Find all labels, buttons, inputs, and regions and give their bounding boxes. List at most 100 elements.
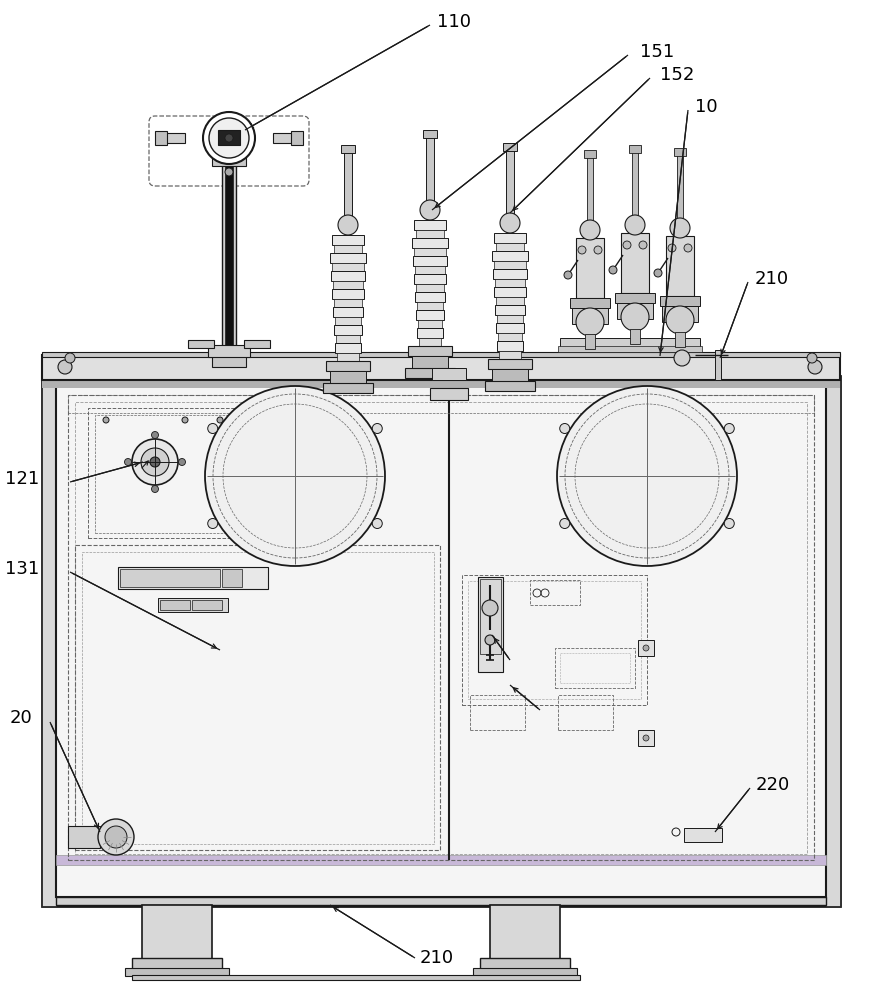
Bar [120, 569, 220, 587]
Text: 152: 152 [660, 66, 694, 84]
Text: 210: 210 [420, 949, 454, 967]
Bar [344, 150, 352, 230]
Circle shape [58, 360, 72, 374]
Bar [414, 248, 446, 256]
Bar [630, 329, 640, 344]
Circle shape [338, 215, 358, 235]
Bar [415, 292, 445, 302]
Circle shape [182, 417, 188, 423]
Circle shape [557, 386, 737, 566]
Bar [418, 320, 442, 328]
Circle shape [684, 244, 692, 252]
Circle shape [65, 353, 75, 363]
Bar [426, 135, 434, 215]
Bar [56, 897, 826, 905]
Bar [621, 233, 649, 293]
Bar [414, 274, 446, 284]
Bar [495, 279, 525, 287]
Circle shape [808, 360, 822, 374]
Circle shape [152, 486, 159, 492]
Bar [334, 299, 362, 307]
Bar [212, 156, 246, 166]
Bar [95, 415, 237, 533]
Circle shape [132, 439, 178, 485]
Circle shape [485, 635, 495, 645]
Circle shape [654, 269, 662, 277]
Bar [570, 298, 610, 308]
Bar [494, 287, 526, 297]
Bar [660, 296, 700, 306]
Text: 110: 110 [437, 13, 471, 31]
Bar [499, 351, 521, 359]
Bar [617, 303, 653, 319]
Bar [413, 256, 447, 266]
Bar [496, 243, 524, 251]
Bar [488, 359, 532, 369]
Bar [212, 355, 246, 367]
Bar [494, 233, 526, 243]
Circle shape [724, 424, 735, 434]
Circle shape [208, 424, 218, 434]
Circle shape [208, 518, 218, 528]
Bar [332, 263, 364, 271]
Circle shape [643, 735, 649, 741]
Bar [75, 402, 807, 854]
Bar [555, 648, 635, 688]
Circle shape [98, 819, 134, 855]
Bar [530, 580, 580, 605]
Bar [492, 369, 528, 381]
Bar [560, 338, 700, 348]
Text: 131: 131 [5, 560, 40, 578]
Bar [341, 145, 355, 153]
Bar [415, 266, 445, 274]
Bar [684, 828, 722, 842]
Bar [490, 905, 560, 960]
Bar [331, 271, 365, 281]
Bar [118, 567, 268, 589]
Bar [416, 310, 444, 320]
Bar [587, 155, 593, 230]
Bar [68, 395, 814, 413]
Circle shape [625, 215, 645, 235]
Bar [468, 581, 641, 699]
Bar [480, 579, 501, 654]
Circle shape [576, 308, 604, 336]
Bar [478, 577, 503, 672]
Circle shape [724, 518, 735, 528]
Bar [208, 345, 250, 357]
Circle shape [643, 645, 649, 651]
Text: 10: 10 [695, 98, 718, 116]
Bar [493, 269, 527, 279]
Bar [558, 346, 702, 352]
Bar [498, 333, 522, 341]
Bar [496, 297, 524, 305]
Circle shape [668, 244, 676, 252]
Circle shape [209, 118, 249, 158]
Circle shape [500, 213, 520, 233]
Bar [336, 335, 360, 343]
Bar [585, 334, 595, 349]
Circle shape [666, 306, 694, 334]
Bar [158, 598, 228, 612]
Text: 121: 121 [5, 470, 40, 488]
Bar [405, 368, 455, 378]
Circle shape [578, 246, 586, 254]
Bar [417, 328, 443, 338]
Bar [473, 968, 577, 976]
Circle shape [217, 417, 223, 423]
Bar [423, 130, 437, 138]
Bar [432, 368, 466, 380]
Bar [82, 552, 434, 844]
Bar [496, 323, 524, 333]
Bar [417, 302, 443, 310]
Text: 210: 210 [755, 270, 789, 288]
Bar [125, 968, 229, 976]
Circle shape [623, 241, 631, 249]
Bar [142, 905, 212, 960]
Bar [330, 253, 366, 263]
Circle shape [203, 112, 255, 164]
Bar [326, 361, 370, 371]
Bar [560, 653, 630, 683]
Bar [675, 332, 685, 347]
Text: 151: 151 [640, 43, 674, 61]
